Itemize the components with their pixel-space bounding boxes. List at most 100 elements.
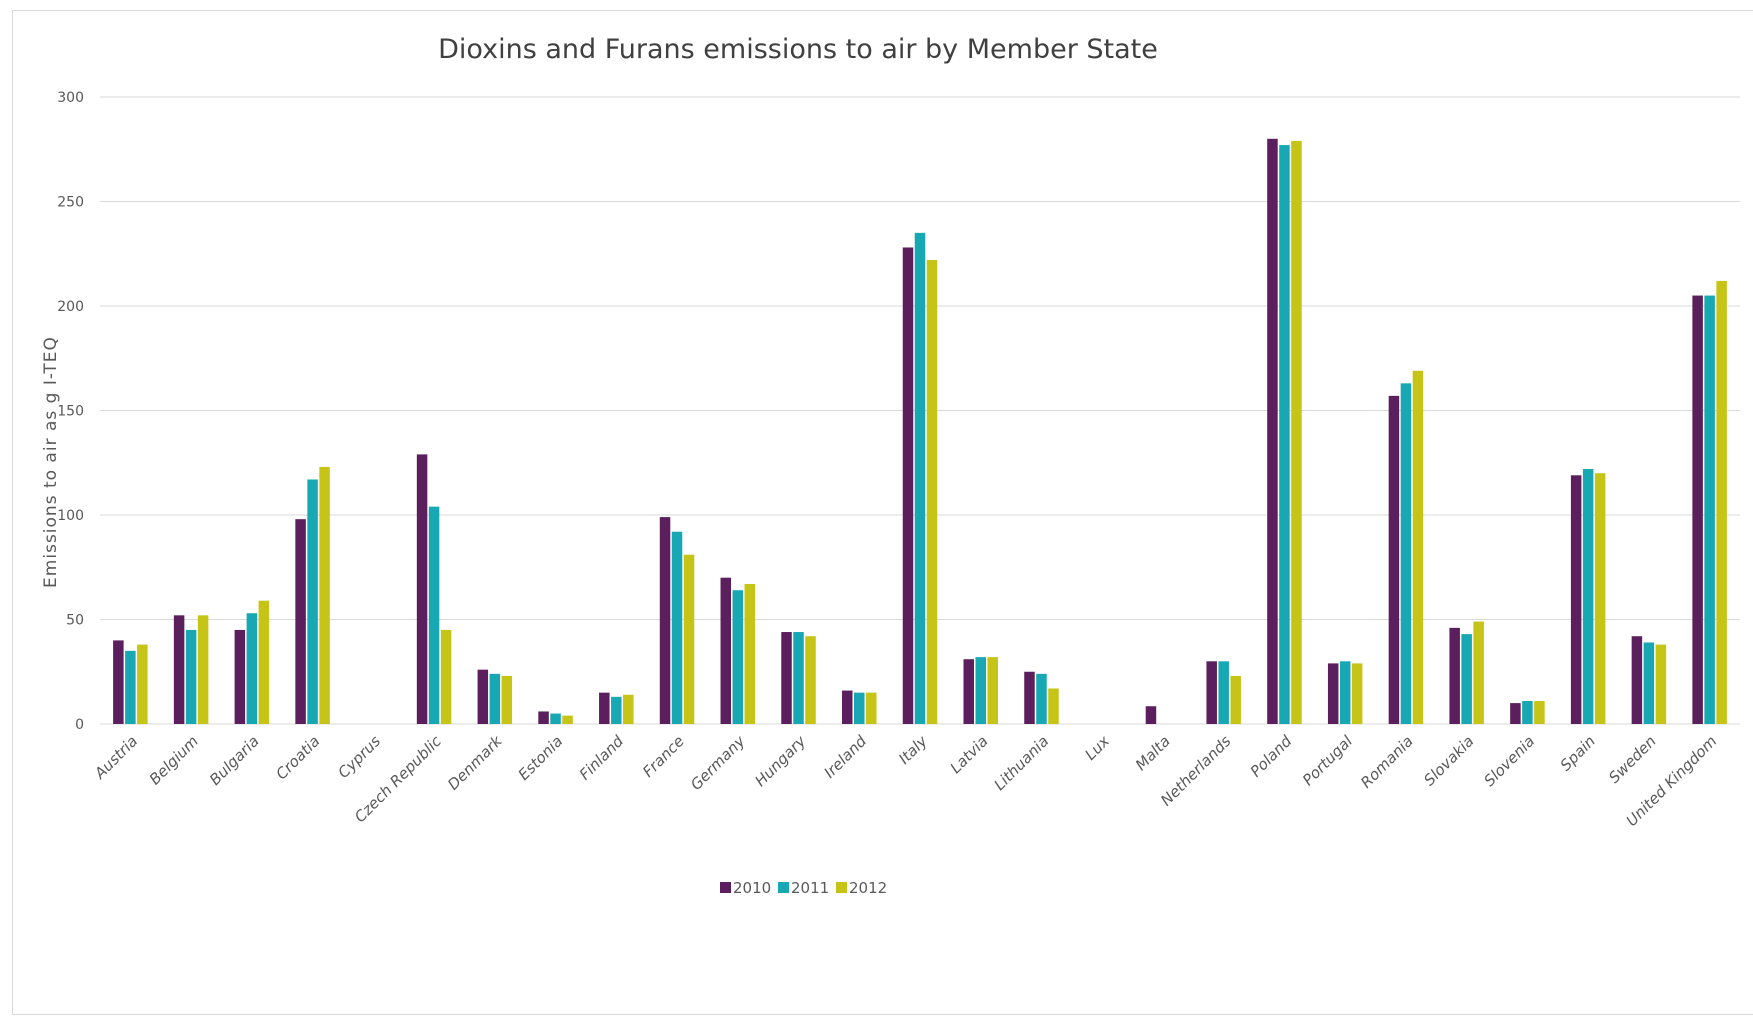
x-tick-label: Sweden: [1605, 732, 1660, 787]
bar-denmark-2012: [501, 675, 513, 724]
bar-estonia-2012: [562, 715, 573, 724]
legend: 2010 2011 2012: [720, 879, 887, 897]
x-tick-label: Lux: [1081, 732, 1113, 764]
y-axis-ticks: 0 50 100 150 200 250 300: [57, 90, 84, 733]
y-tick-label: 250: [57, 195, 84, 211]
y-tick-label: 50: [66, 613, 84, 629]
bar-france-2011: [671, 531, 683, 724]
bar-slovenia-2012: [1534, 701, 1545, 724]
bar-austria-2011: [125, 650, 136, 724]
bar-slovakia-2010: [1449, 627, 1460, 724]
bar-croatia-2011: [307, 479, 318, 724]
bar-belgium-2012: [197, 615, 209, 724]
bar-belgium-2011: [185, 629, 197, 724]
bar-italy-2010: [902, 247, 914, 725]
x-tick-label: Spain: [1557, 732, 1599, 774]
bar-slovakia-2012: [1473, 621, 1484, 724]
bar-bulgaria-2012: [258, 600, 270, 724]
bar-netherlands-2010: [1206, 661, 1217, 724]
chart-frame: [12, 10, 1753, 1015]
bar-czech-republic-2012: [440, 629, 452, 724]
x-tick-label: Finland: [576, 732, 628, 784]
x-tick-label: Portugal: [1299, 732, 1357, 790]
x-tick-label: Latvia: [947, 732, 992, 777]
x-tick-label: Poland: [1247, 732, 1296, 781]
x-tick-label: Ireland: [820, 732, 870, 782]
legend-label-2011: 2011: [791, 879, 829, 897]
bar-romania-2010: [1388, 395, 1400, 724]
bar-malta-2010: [1145, 706, 1157, 724]
x-tick-label: Croatia: [272, 732, 323, 783]
bar-hungary-2012: [805, 636, 816, 724]
bar-spain-2010: [1570, 475, 1582, 724]
x-tick-label: Austria: [90, 732, 141, 783]
x-tick-label: France: [639, 732, 688, 781]
bar-sweden-2011: [1643, 642, 1655, 724]
bar-poland-2011: [1279, 145, 1290, 724]
bar-france-2010: [659, 517, 671, 724]
bar-slovakia-2011: [1461, 634, 1472, 724]
bar-italy-2011: [914, 232, 926, 724]
bar-finland-2010: [599, 692, 610, 724]
bar-bulgaria-2010: [234, 629, 246, 724]
bar-united-kingdom-2010: [1692, 295, 1703, 724]
bar-poland-2010: [1267, 138, 1278, 725]
y-tick-label: 200: [57, 299, 84, 315]
bar-bulgaria-2011: [246, 613, 258, 724]
bar-slovenia-2010: [1510, 703, 1521, 724]
bar-germany-2011: [732, 590, 744, 724]
x-tick-label: Lithuania: [990, 732, 1052, 794]
y-tick-label: 100: [57, 508, 84, 524]
bar-austria-2010: [113, 640, 124, 724]
x-tick-label: Slovakia: [1420, 732, 1477, 789]
bar-italy-2012: [926, 260, 938, 724]
x-tick-label: Bulgaria: [206, 732, 263, 789]
chart-title: Dioxins and Furans emissions to air by M…: [438, 34, 1158, 65]
bar-portugal-2010: [1327, 663, 1339, 724]
x-tick-label: Malta: [1132, 732, 1174, 774]
x-tick-label: Cyprus: [334, 732, 384, 782]
legend-swatch-2011: [778, 882, 789, 893]
bar-czech-republic-2011: [428, 506, 440, 724]
bar-ireland-2010: [842, 690, 853, 724]
bar-sweden-2012: [1655, 644, 1667, 724]
bar-croatia-2012: [319, 466, 330, 724]
bar-lithuania-2010: [1024, 671, 1035, 724]
bar-hungary-2011: [793, 632, 804, 724]
bar-belgium-2010: [173, 615, 185, 724]
bar-netherlands-2012: [1230, 675, 1241, 724]
bar-lithuania-2012: [1048, 688, 1059, 724]
bar-latvia-2012: [987, 657, 998, 724]
bar-latvia-2010: [963, 659, 974, 724]
x-axis-labels: Austria Belgium Bulgaria Croatia CyprusCzech…: [90, 731, 1720, 830]
bar-ireland-2012: [866, 692, 877, 724]
y-tick-label: 0: [75, 717, 84, 733]
bar-germany-2010: [720, 577, 732, 724]
bar-slovenia-2011: [1522, 701, 1533, 724]
bar-portugal-2012: [1351, 663, 1363, 724]
bar-spain-2011: [1582, 469, 1594, 724]
bar-poland-2012: [1291, 140, 1302, 724]
bar-france-2012: [683, 554, 695, 724]
y-tick-label: 150: [57, 404, 84, 420]
bar-hungary-2010: [781, 632, 792, 724]
bar-denmark-2010: [477, 669, 489, 724]
x-tick-label: Belgium: [146, 732, 202, 788]
x-tick-label: Denmark: [444, 731, 506, 793]
bar-portugal-2011: [1339, 661, 1351, 724]
x-tick-label: Hungary: [751, 731, 810, 790]
bar-netherlands-2011: [1218, 661, 1229, 724]
bar-estonia-2011: [550, 713, 561, 724]
bar-romania-2012: [1412, 370, 1424, 724]
bar-croatia-2010: [295, 519, 306, 724]
bar-romania-2011: [1400, 383, 1412, 724]
bar-sweden-2010: [1631, 636, 1643, 724]
x-tick-label: Estonia: [515, 732, 567, 784]
x-tick-label: Italy: [895, 731, 932, 768]
bar-czech-republic-2010: [416, 454, 428, 724]
x-tick-label: Slovenia: [1480, 732, 1538, 790]
bar-denmark-2011: [489, 673, 501, 724]
legend-label-2012: 2012: [849, 879, 887, 897]
bar-united-kingdom-2011: [1704, 295, 1715, 724]
